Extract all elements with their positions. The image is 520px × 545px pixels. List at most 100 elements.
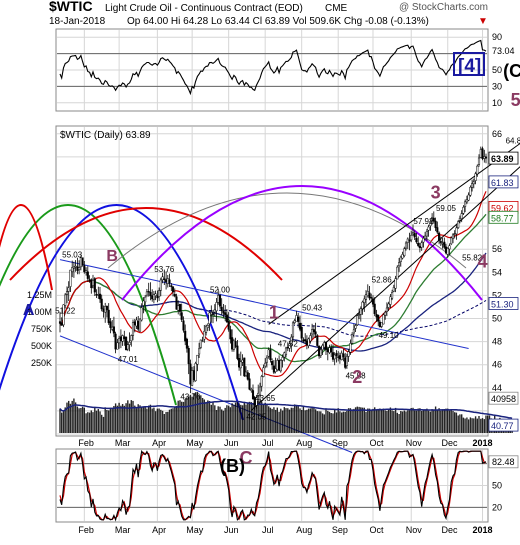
- candle-body: [231, 337, 234, 350]
- price-annotation: 47.01: [118, 355, 139, 364]
- price-annotation: 53.76: [154, 265, 175, 274]
- volume-bar: [125, 403, 127, 433]
- candle-body: [399, 256, 402, 262]
- volume-bar: [299, 408, 301, 433]
- candle-body: [364, 294, 368, 300]
- volume-tick-label: 1.25M: [27, 290, 52, 300]
- candle-body: [284, 347, 288, 356]
- candle-body: [151, 295, 154, 300]
- candle-body: [182, 320, 185, 331]
- volume-bar: [450, 410, 452, 433]
- price-annotation: 43.76: [180, 393, 201, 402]
- candle-body: [147, 291, 150, 293]
- candle-body: [251, 390, 255, 400]
- month-label: Apr: [152, 438, 166, 448]
- volume-bar: [144, 406, 146, 433]
- month-label-bottom: Nov: [406, 525, 423, 535]
- candle-body: [429, 221, 432, 227]
- candle-body: [203, 330, 206, 340]
- volume-bar: [175, 405, 178, 433]
- candle-body: [378, 321, 381, 328]
- volume-bar: [429, 411, 432, 433]
- volume-bar: [116, 405, 119, 433]
- candle-body: [411, 232, 415, 235]
- volume-bar: [474, 416, 477, 433]
- candle-body: [194, 363, 197, 382]
- volume-bar: [469, 417, 472, 433]
- wave-label: 3: [431, 182, 441, 202]
- candle-body: [272, 365, 275, 373]
- wave-labels: A B 1 2 3 4 5 (C) C: [23, 61, 520, 468]
- volume-bar: [269, 407, 272, 433]
- candle-body: [239, 361, 242, 369]
- candle-body: [304, 339, 307, 342]
- candle-body: [156, 295, 159, 299]
- volume-bar: [288, 409, 291, 433]
- candle-body: [274, 368, 277, 372]
- candle-body: [85, 270, 88, 273]
- volume-bar: [266, 403, 268, 433]
- candle-body: [370, 297, 373, 299]
- volume-bar: [97, 409, 99, 433]
- volume-bar: [74, 402, 77, 433]
- candle-body: [81, 257, 84, 266]
- volume-bar: [137, 404, 139, 433]
- volume-bar: [146, 408, 148, 433]
- candle-body: [232, 340, 235, 350]
- volume-bar: [214, 405, 216, 433]
- volume-bar: [108, 410, 110, 433]
- volume-bar: [222, 410, 225, 433]
- volume-bar: [191, 396, 193, 433]
- volume-bar: [455, 412, 458, 433]
- volume-bar: [354, 407, 357, 433]
- candle-body: [394, 278, 397, 289]
- candle-body: [338, 355, 341, 360]
- volume-bar: [141, 406, 143, 433]
- exchange-label: CME: [325, 3, 348, 14]
- candle-body: [307, 338, 310, 347]
- candle-body: [138, 318, 142, 332]
- candle-body: [382, 314, 385, 325]
- volume-bar: [281, 410, 284, 433]
- candle-body: [152, 294, 155, 300]
- candle-body: [250, 389, 253, 391]
- volume-bar: [426, 408, 428, 433]
- volume-tick-label: 750K: [31, 324, 52, 334]
- volume-bar: [454, 412, 456, 433]
- candle-body: [302, 339, 305, 342]
- candle-body: [227, 321, 230, 330]
- price-annotation: 55.03: [62, 250, 83, 259]
- volume-bar: [334, 410, 336, 433]
- volume-bar: [391, 410, 393, 433]
- candle-body: [352, 329, 355, 334]
- volume-bar: [250, 402, 252, 433]
- volume-bar: [424, 409, 426, 433]
- volume-bar: [69, 403, 72, 433]
- volume-bar: [353, 408, 355, 433]
- volume-bar: [307, 408, 310, 433]
- candle-body: [206, 325, 209, 328]
- candle-body: [331, 352, 335, 360]
- volume-bar: [264, 402, 266, 433]
- volume-bar: [351, 409, 353, 433]
- volume-bar: [102, 416, 105, 433]
- candle-body: [427, 226, 430, 231]
- candle-body: [406, 238, 409, 243]
- candle-body: [276, 360, 279, 371]
- candle-body: [196, 354, 199, 365]
- volume-bar: [389, 407, 392, 433]
- candle-body: [199, 339, 202, 348]
- price-tag-label: 40958: [491, 394, 516, 404]
- month-label: Oct: [369, 438, 384, 448]
- month-label-bottom: Apr: [152, 525, 166, 535]
- volume-bar: [320, 411, 322, 433]
- volume-bar: [61, 412, 63, 433]
- candle-body: [187, 348, 190, 364]
- volume-bar: [66, 402, 68, 433]
- candle-body: [323, 342, 326, 348]
- candle-body: [185, 338, 188, 349]
- candle-body: [404, 242, 408, 249]
- volume-bar: [170, 408, 172, 433]
- volume-bar: [306, 409, 308, 433]
